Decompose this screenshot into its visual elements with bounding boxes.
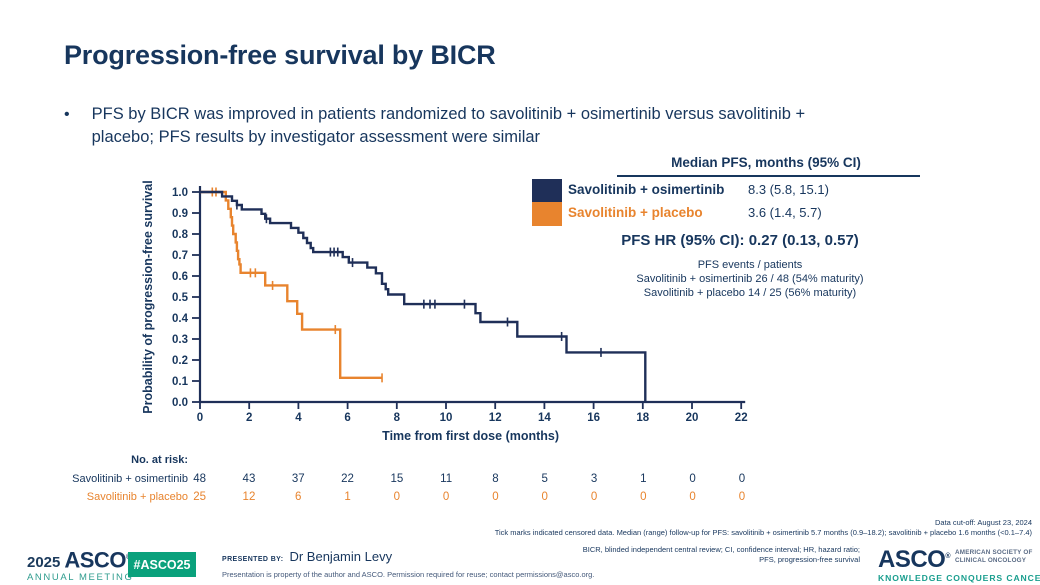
bullet-marker: • — [64, 106, 70, 123]
presented-by-label: PRESENTED BY: — [222, 556, 284, 563]
y-axis-label: Probability of progression-free survival — [141, 180, 155, 413]
slide-title: Progression-free survival by BICR — [64, 40, 496, 70]
risk-count: 0 — [442, 491, 450, 503]
x-tick-label: 0 — [197, 412, 203, 424]
risk-count: 1 — [640, 473, 647, 485]
risk-count: 0 — [738, 473, 746, 485]
legend-chip-osimertinib — [532, 179, 562, 202]
asco-logo: ASCO® AMERICAN SOCIETY OF CLINICAL ONCOL… — [878, 546, 1040, 584]
presented-by-row: PRESENTED BY: Dr Benjamin Levy — [222, 549, 392, 564]
risk-count: 25 — [193, 491, 207, 503]
presenter-name: Dr Benjamin Levy — [289, 549, 393, 564]
asco-wordmark-right: ASCO® — [878, 546, 951, 573]
legend-label-placebo: Savolitinib + placebo — [568, 205, 703, 220]
bullet-text: PFS by BICR was improved in patients ran… — [91, 105, 806, 146]
y-tick-label: 0.2 — [172, 355, 188, 367]
y-tick-label: 0.4 — [172, 313, 189, 325]
kaplan-meier-chart: 0.0 0.1 0.2 0.3 0.4 0.5 0.6 0.7 0.8 0.9 1.0 0 2 4 6 8 10… — [141, 180, 748, 443]
risk-count: 0 — [738, 491, 746, 503]
risk-count: 0 — [689, 491, 696, 503]
risk-count: 6 — [295, 491, 302, 503]
risk-count: 8 — [492, 473, 499, 485]
y-tick-label: 0.0 — [172, 397, 188, 409]
y-tick-label: 0.7 — [172, 250, 188, 262]
asco-annual-meeting-logo: 2025 ASCO® ANNUAL MEETING — [27, 548, 134, 584]
pfs-events-block: PFS events / patients Savolitinib + osim… — [545, 258, 955, 300]
x-tick-label: 8 — [394, 412, 401, 424]
registered-mark: ® — [945, 553, 951, 560]
bullet-row: • PFS by BICR was improved in patients r… — [64, 103, 844, 149]
risk-count: 0 — [689, 473, 696, 485]
censoring-note: Tick marks indicated censored data. Medi… — [494, 528, 1032, 537]
risk-count: 0 — [640, 491, 647, 503]
legend-header: Median PFS, months (95% CI) — [671, 155, 861, 170]
asco-tagline: KNOWLEDGE CONQUERS CANCER — [878, 573, 1040, 583]
risk-count: 48 — [193, 473, 207, 485]
y-tick-label: 0.8 — [172, 229, 189, 241]
asco-wordmark-left: ASCO® — [64, 548, 131, 571]
x-tick-label: 4 — [295, 412, 302, 424]
risk-count: 0 — [393, 491, 401, 503]
legend-underline — [617, 175, 920, 177]
risk-row-values-placebo: 25 12 6 1 0 0 0 0 0 0 0 0 — [175, 491, 767, 503]
y-tick-label: 0.5 — [172, 292, 189, 304]
y-tick-label: 0.9 — [172, 208, 188, 220]
x-tick-label: 12 — [489, 412, 502, 424]
hashtag-text: #ASCO25 — [133, 557, 191, 572]
risk-row-label-osimertinib: Savolitinib + osimertinib — [72, 473, 188, 485]
abbreviations-note: BICR, blinded independent central review… — [583, 545, 860, 565]
society-line-1: AMERICAN SOCIETY OF — [955, 549, 1033, 556]
axes: 0.0 0.1 0.2 0.3 0.4 0.5 0.6 0.7 0.8 0.9 1.0 0 2 4 6 8 10… — [172, 186, 748, 424]
legend-label-osimertinib: Savolitinib + osimertinib — [568, 182, 725, 197]
risk-count: 22 — [341, 473, 354, 485]
x-tick-label: 2 — [246, 412, 252, 424]
society-name: AMERICAN SOCIETY OF CLINICAL ONCOLOGY — [955, 549, 1033, 564]
x-tick-label: 20 — [686, 412, 699, 424]
x-tick-label: 6 — [344, 412, 350, 424]
risk-count: 5 — [541, 473, 548, 485]
y-tick-label: 1.0 — [172, 187, 188, 199]
data-cutoff-note: Data cut-off: August 23, 2024 — [934, 518, 1032, 527]
pfs-events-osimertinib: Savolitinib + osimertinib 26 / 48 (54% m… — [636, 273, 864, 285]
risk-count: 0 — [590, 491, 598, 503]
x-tick-label: 22 — [735, 412, 748, 424]
x-tick-label: 16 — [587, 412, 600, 424]
annual-meeting-label: ANNUAL MEETING — [27, 572, 134, 584]
risk-row-label-placebo: Savolitinib + placebo — [86, 491, 188, 503]
hashtag-badge: #ASCO25 — [128, 552, 196, 577]
pfs-events-title: PFS events / patients — [697, 259, 803, 271]
risk-row-values-osimertinib: 48 43 37 22 15 11 8 5 3 1 0 0 — [175, 473, 767, 485]
risk-table-title: No. at risk: — [131, 454, 188, 466]
abbreviations-line-2: PFS, progression-free survival — [759, 555, 860, 564]
risk-count: 37 — [291, 473, 305, 485]
x-tick-label: 10 — [440, 412, 453, 424]
km-curve-savolitinib-osimertinib — [200, 190, 647, 402]
risk-count: 15 — [390, 473, 404, 485]
y-tick-label: 0.3 — [172, 334, 188, 346]
km-curve-savolitinib-placebo — [200, 187, 383, 383]
risk-count: 12 — [242, 491, 256, 503]
legend-chip-placebo — [532, 202, 562, 226]
risk-count: 1 — [344, 491, 351, 503]
permission-fineprint: Presentation is property of the author a… — [222, 570, 595, 579]
meeting-year: 2025 — [27, 554, 61, 572]
legend-value-osimertinib: 8.3 (5.8, 15.1) — [748, 182, 829, 197]
x-axis-label: Time from first dose (months) — [382, 429, 559, 443]
y-tick-label: 0.6 — [172, 271, 188, 283]
hazard-ratio-text: PFS HR (95% CI): 0.27 (0.13, 0.57) — [621, 232, 859, 249]
x-tick-label: 18 — [636, 412, 649, 424]
risk-count: 11 — [440, 473, 453, 485]
y-tick-label: 0.1 — [172, 376, 189, 388]
risk-count: 43 — [242, 473, 256, 485]
society-line-2: CLINICAL ONCOLOGY — [955, 556, 1027, 564]
pfs-events-placebo: Savolitinib + placebo 14 / 25 (56% matur… — [643, 287, 857, 299]
risk-count: 0 — [492, 491, 499, 503]
abbreviations-line-1: BICR, blinded independent central review… — [582, 545, 860, 554]
risk-count: 0 — [541, 491, 548, 503]
x-tick-label: 14 — [538, 412, 551, 424]
risk-count: 3 — [590, 473, 598, 485]
legend-value-placebo: 3.6 (1.4, 5.7) — [748, 205, 822, 220]
